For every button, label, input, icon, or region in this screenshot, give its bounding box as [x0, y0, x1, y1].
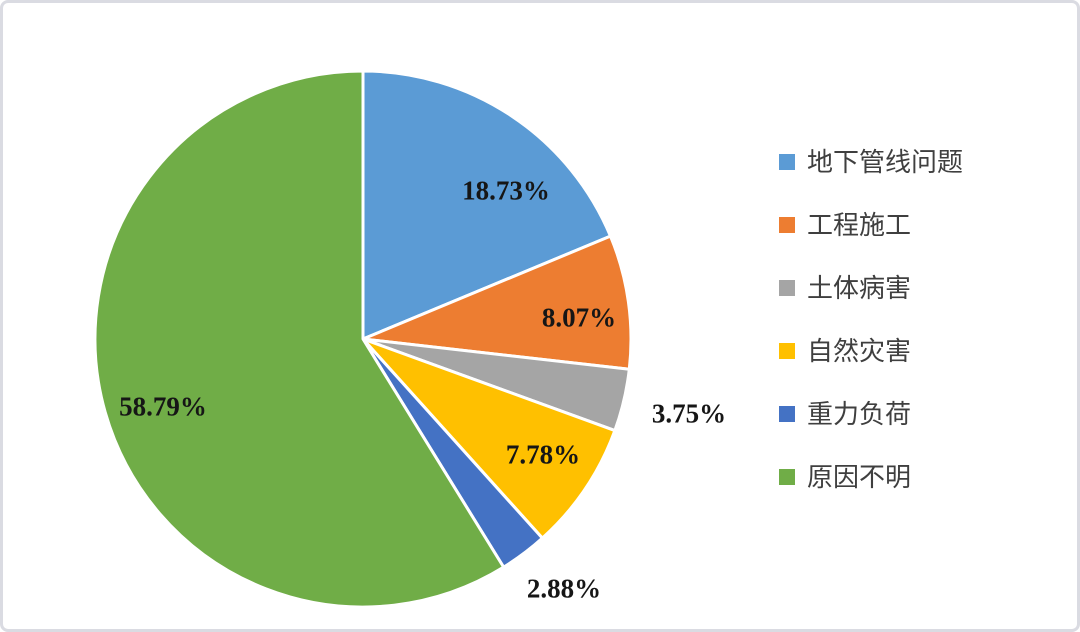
legend: 地下管线问题 工程施工土体病害自然灾害重力负荷原因不明 [779, 149, 963, 490]
legend-label: 土体病害 [807, 273, 912, 303]
legend-item-6: 原因不明 [779, 464, 963, 490]
pie-chart [93, 69, 633, 609]
legend-label: 重力负荷 [807, 399, 912, 429]
legend-swatch-icon [779, 217, 795, 233]
legend-swatch-icon [779, 469, 795, 485]
legend-label: 地下管线问题 [807, 147, 964, 177]
legend-swatch-icon [779, 343, 795, 359]
legend-item-1: 地下管线问题 [779, 149, 963, 175]
legend-swatch-icon [779, 280, 795, 296]
legend-item-4: 自然灾害 [779, 338, 963, 364]
legend-swatch-icon [779, 406, 795, 422]
pie-slice-4 [361, 337, 617, 540]
legend-item-3: 土体病害 [779, 275, 963, 301]
pie-slice-2 [361, 234, 633, 371]
legend-label: 自然灾害 [807, 336, 912, 366]
pie-slice-1 [361, 69, 612, 341]
pie-slice-6 [93, 69, 506, 609]
legend-label: 原因不明 [807, 462, 912, 492]
legend-item-2: 工程施工 [779, 212, 963, 238]
legend-label: 工程施工 [807, 210, 912, 240]
legend-item-5: 重力负荷 [779, 401, 963, 427]
legend-swatch-icon [779, 154, 795, 170]
